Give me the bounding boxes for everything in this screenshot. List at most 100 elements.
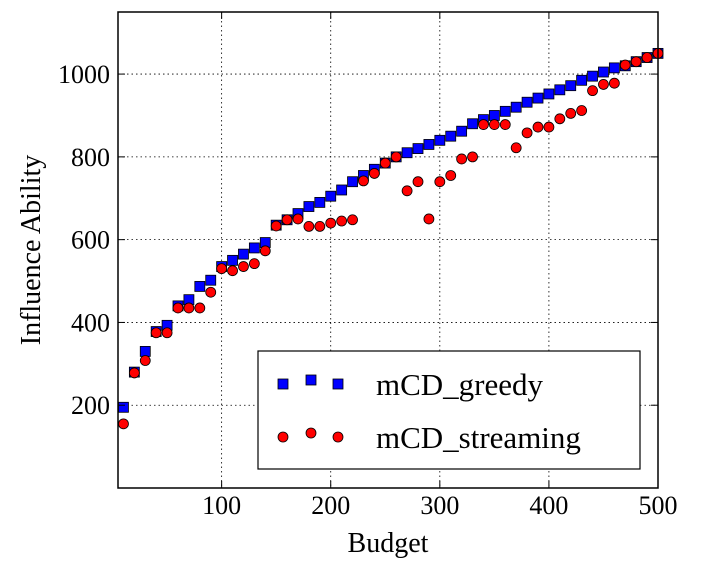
- greedy-point: [456, 125, 468, 137]
- streaming-point: [390, 151, 402, 163]
- data-points: [118, 47, 664, 430]
- greedy-point: [194, 281, 206, 292]
- streaming-point: [499, 119, 511, 130]
- streaming-point: [347, 214, 358, 226]
- x-tick-label: 300: [420, 491, 459, 520]
- greedy-point: [118, 401, 129, 413]
- streaming-point: [488, 119, 500, 130]
- streaming-point: [630, 56, 642, 68]
- x-tick-label: 200: [311, 491, 350, 520]
- greedy-point: [565, 80, 577, 92]
- streaming-point: [565, 108, 577, 119]
- greedy-point: [401, 147, 413, 159]
- legend-marker: [332, 431, 344, 443]
- greedy-point: [205, 274, 217, 286]
- greedy-point: [423, 139, 435, 150]
- streaming-point: [379, 157, 391, 169]
- streaming-point: [434, 176, 446, 188]
- greedy-point: [488, 110, 500, 121]
- greedy-point: [532, 92, 544, 104]
- greedy-point: [325, 190, 337, 202]
- streaming-point: [118, 418, 129, 430]
- greedy-point: [227, 254, 238, 266]
- series-mCD_streaming: [118, 47, 664, 430]
- streaming-point: [194, 302, 206, 314]
- x-tick-label: 100: [202, 491, 241, 520]
- legend-marker: [332, 378, 344, 390]
- streaming-point: [183, 302, 195, 314]
- streaming-point: [532, 121, 544, 133]
- streaming-point: [521, 127, 533, 139]
- streaming-point: [314, 221, 326, 232]
- streaming-point: [510, 142, 522, 154]
- greedy-point: [139, 346, 151, 357]
- x-tick-label: 500: [639, 491, 678, 520]
- streaming-point: [336, 215, 348, 227]
- streaming-point: [543, 121, 555, 133]
- streaming-point: [128, 367, 140, 379]
- greedy-point: [598, 66, 609, 78]
- streaming-point: [576, 105, 588, 116]
- greedy-point: [543, 88, 555, 100]
- greedy-point: [510, 101, 522, 113]
- streaming-point: [205, 286, 217, 298]
- streaming-point: [641, 52, 653, 63]
- greedy-point: [314, 196, 326, 208]
- greedy-point: [336, 184, 348, 196]
- legend-marker: [305, 374, 317, 386]
- streaming-point: [587, 85, 598, 97]
- axis-ticks: [118, 12, 659, 488]
- tick-labels: 100 200 300 400 500 200 400 600 800 1000: [58, 60, 678, 520]
- legend: mCD_greedy mCD_streaming: [257, 350, 641, 470]
- greedy-point: [554, 84, 566, 96]
- greedy-point: [238, 248, 249, 260]
- greedy-point: [434, 134, 446, 146]
- streaming-point: [467, 151, 478, 163]
- streaming-point: [608, 77, 620, 89]
- streaming-point: [270, 220, 282, 232]
- y-tick-label: 800: [71, 143, 110, 172]
- streaming-point: [456, 153, 468, 165]
- y-tick-label: 1000: [58, 60, 110, 89]
- streaming-point: [423, 213, 435, 225]
- streaming-point: [161, 327, 173, 339]
- x-tick-label: 400: [529, 491, 568, 520]
- streaming-point: [281, 214, 293, 226]
- greedy-point: [347, 176, 358, 188]
- streaming-point: [445, 170, 457, 181]
- greedy-point: [608, 62, 620, 74]
- greedy-point: [587, 70, 598, 82]
- streaming-point: [227, 265, 238, 277]
- greedy-point: [445, 130, 457, 142]
- streaming-point: [325, 217, 337, 229]
- streaming-point: [238, 261, 249, 272]
- x-axis-label: Budget: [348, 528, 429, 559]
- streaming-point: [292, 213, 304, 225]
- greedy-point: [412, 143, 424, 154]
- greedy-point: [521, 96, 533, 108]
- streaming-point: [248, 258, 260, 270]
- greedy-point: [467, 118, 478, 130]
- streaming-point: [150, 327, 162, 339]
- greedy-point: [248, 242, 260, 254]
- streaming-point: [139, 355, 151, 366]
- legend-label: mCD_streaming: [376, 420, 581, 455]
- streaming-point: [172, 302, 184, 314]
- legend-marker: [305, 427, 317, 439]
- streaming-point: [412, 176, 424, 188]
- y-tick-label: 200: [71, 391, 110, 420]
- streaming-point: [598, 79, 609, 90]
- legend-marker: [277, 431, 289, 443]
- greedy-point: [303, 201, 315, 212]
- streaming-point: [554, 113, 566, 125]
- streaming-point: [368, 168, 380, 179]
- plot-frame: [117, 11, 659, 489]
- streaming-point: [303, 221, 315, 232]
- y-tick-label: 600: [71, 226, 110, 255]
- streaming-point: [478, 119, 489, 130]
- streaming-point: [401, 185, 413, 197]
- y-axis-label: Influence Ability: [16, 155, 47, 346]
- legend-marker: [277, 378, 289, 390]
- y-tick-label: 400: [71, 308, 110, 337]
